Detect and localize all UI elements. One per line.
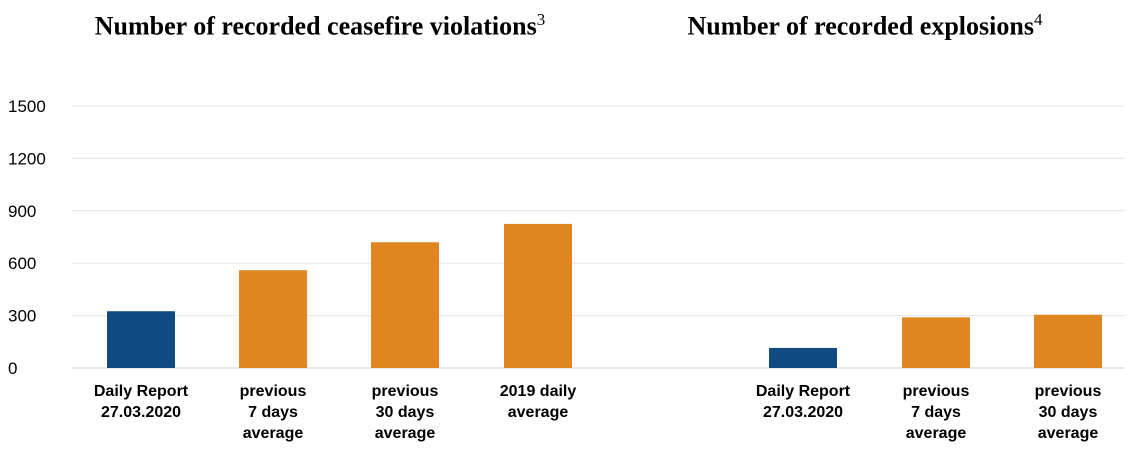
chart-title-ceasefire: Number of recorded ceasefire violations3 <box>50 4 590 43</box>
explosions-category-label-3-line-3: average <box>1038 425 1099 442</box>
ceasefire-category-label-4-line-1: 2019 daily <box>500 383 577 400</box>
ceasefire-category-label-2-line-3: average <box>243 425 304 442</box>
explosions-category-label-3-line-1: previous <box>1035 383 1102 400</box>
ceasefire-bar-3 <box>371 242 439 368</box>
ceasefire-category-label-1-line-2: 27.03.2020 <box>101 404 181 421</box>
explosions-bar-1 <box>769 347 837 368</box>
ceasefire-category-label-2-line-2: 7 days <box>248 404 298 421</box>
explosions-category-label-3-line-2: 30 days <box>1039 404 1098 421</box>
ceasefire-bar-4 <box>504 223 572 368</box>
ceasefire-category-label-2-line-1: previous <box>240 383 307 400</box>
y-tick-label-600: 600 <box>8 254 36 273</box>
explosions-category-label-2-line-1: previous <box>903 383 970 400</box>
y-tick-label-300: 300 <box>8 307 36 326</box>
chart-title-explosions: Number of recorded explosions4 <box>595 4 1130 43</box>
y-tick-label-900: 900 <box>8 202 36 221</box>
ceasefire-category-label-4-line-2: average <box>508 404 569 421</box>
explosions-category-label-1-line-1: Daily Report <box>756 383 851 400</box>
ceasefire-category-label-3-line-2: 30 days <box>376 404 435 421</box>
ceasefire-category-label-1-line-1: Daily Report <box>94 383 189 400</box>
footnote-marker-4: 4 <box>1033 10 1043 29</box>
explosions-category-label-2-line-2: 7 days <box>911 404 961 421</box>
y-tick-label-1200: 1200 <box>8 149 46 168</box>
ceasefire-bar-1 <box>107 311 175 368</box>
ceasefire-bar-2 <box>239 270 307 368</box>
explosions-category-label-1-line-2: 27.03.2020 <box>763 404 843 421</box>
ceasefire-category-label-3-line-1: previous <box>372 383 439 400</box>
y-tick-label-1500: 1500 <box>8 97 46 116</box>
explosions-category-label-2-line-3: average <box>906 425 967 442</box>
ceasefire-category-label-3-line-3: average <box>375 425 436 442</box>
chart-title-explosions-text: Number of recorded explosions <box>687 11 1034 41</box>
y-tick-label-0: 0 <box>8 359 17 378</box>
explosions-bar-3 <box>1034 314 1102 368</box>
explosions-bar-2 <box>902 317 970 368</box>
chart-title-ceasefire-text: Number of recorded ceasefire violations <box>94 11 537 41</box>
footnote-marker-3: 3 <box>536 10 546 29</box>
